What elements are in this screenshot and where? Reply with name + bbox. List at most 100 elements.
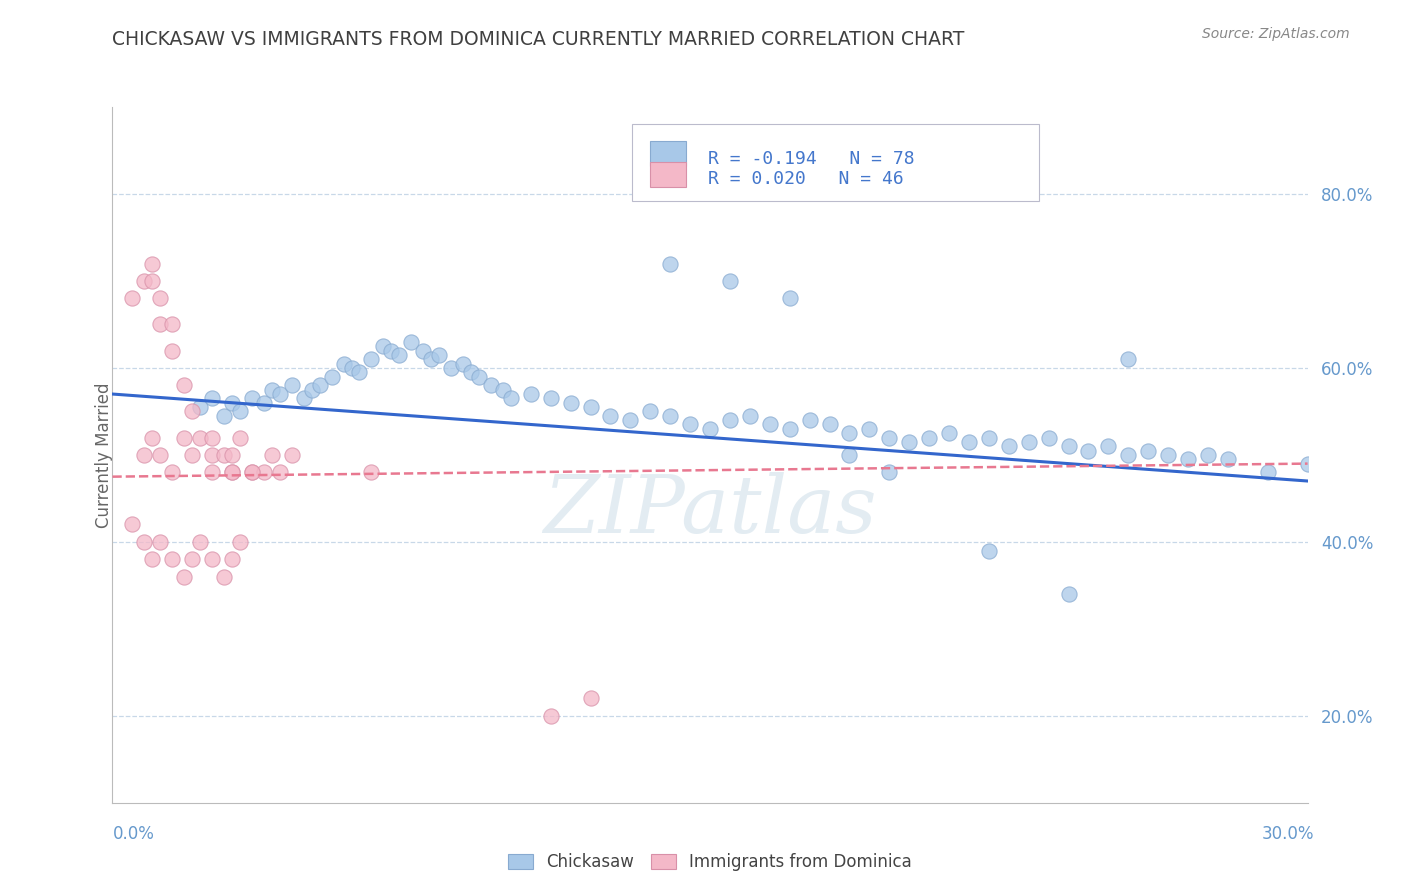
Point: [451, 357, 474, 371]
Point: [440, 360, 463, 375]
Point: [253, 395, 276, 409]
Point: [173, 430, 195, 444]
Point: [957, 434, 980, 449]
Point: [380, 343, 402, 358]
Point: [877, 430, 900, 444]
Point: [221, 448, 243, 462]
Point: [1116, 352, 1139, 367]
Point: [340, 360, 363, 375]
Point: [360, 466, 382, 480]
Point: [898, 434, 921, 449]
Point: [499, 392, 522, 406]
Point: [229, 404, 252, 418]
Point: [998, 439, 1021, 453]
FancyBboxPatch shape: [633, 124, 1039, 201]
Point: [149, 291, 172, 305]
Point: [1038, 430, 1060, 444]
Point: [977, 543, 1000, 558]
Point: [1097, 439, 1119, 453]
Point: [149, 448, 172, 462]
Point: [240, 466, 263, 480]
Point: [201, 552, 224, 566]
Point: [281, 378, 304, 392]
Point: [173, 378, 195, 392]
Point: [121, 517, 143, 532]
Point: [1116, 448, 1139, 462]
Point: [141, 430, 163, 444]
Point: [858, 422, 880, 436]
Point: [918, 430, 941, 444]
Point: [1177, 452, 1199, 467]
Point: [162, 343, 183, 358]
Point: [1296, 457, 1319, 471]
Point: [938, 426, 960, 441]
Point: [134, 448, 156, 462]
Point: [877, 466, 900, 480]
Point: [373, 339, 395, 353]
Point: [977, 430, 1000, 444]
Y-axis label: Currently Married: Currently Married: [96, 382, 112, 528]
Text: CHICKASAW VS IMMIGRANTS FROM DOMINICA CURRENTLY MARRIED CORRELATION CHART: CHICKASAW VS IMMIGRANTS FROM DOMINICA CU…: [112, 30, 965, 49]
Point: [1057, 587, 1080, 601]
Text: 0.0%: 0.0%: [112, 825, 155, 843]
Point: [141, 552, 163, 566]
Point: [779, 291, 801, 305]
Point: [162, 552, 183, 566]
Point: [221, 395, 243, 409]
Legend: Chickasaw, Immigrants from Dominica: Chickasaw, Immigrants from Dominica: [502, 847, 918, 878]
Point: [221, 552, 243, 566]
Point: [321, 369, 343, 384]
Point: [349, 365, 371, 379]
Point: [838, 448, 860, 462]
Point: [229, 534, 252, 549]
Point: [759, 417, 782, 432]
Point: [659, 257, 682, 271]
Point: [1157, 448, 1180, 462]
Point: [1257, 466, 1279, 480]
Point: [579, 400, 602, 414]
Point: [173, 570, 195, 584]
Point: [141, 274, 163, 288]
Point: [619, 413, 641, 427]
Point: [1137, 443, 1160, 458]
Point: [149, 318, 172, 332]
Point: [134, 274, 156, 288]
Point: [260, 448, 283, 462]
Point: [718, 274, 741, 288]
Point: [468, 369, 491, 384]
Point: [253, 466, 276, 480]
FancyBboxPatch shape: [650, 162, 686, 187]
Point: [540, 708, 562, 723]
Point: [332, 357, 354, 371]
Point: [134, 534, 156, 549]
Text: R = -0.194   N = 78: R = -0.194 N = 78: [707, 150, 914, 168]
Point: [1216, 452, 1239, 467]
Point: [838, 426, 860, 441]
Point: [281, 448, 304, 462]
Point: [308, 378, 330, 392]
Point: [181, 448, 204, 462]
Point: [718, 413, 741, 427]
Point: [240, 466, 263, 480]
Point: [181, 552, 204, 566]
Point: [599, 409, 621, 423]
Point: [460, 365, 482, 379]
Point: [212, 448, 235, 462]
Point: [412, 343, 434, 358]
Point: [779, 422, 801, 436]
FancyBboxPatch shape: [650, 141, 686, 166]
Point: [1018, 434, 1040, 449]
Point: [201, 448, 224, 462]
Point: [479, 378, 502, 392]
Point: [799, 413, 821, 427]
Point: [679, 417, 702, 432]
Point: [540, 392, 562, 406]
Point: [201, 430, 224, 444]
Text: 30.0%: 30.0%: [1263, 825, 1315, 843]
Point: [201, 466, 224, 480]
Point: [659, 409, 682, 423]
Point: [149, 534, 172, 549]
Point: [188, 534, 211, 549]
Point: [1077, 443, 1099, 458]
Point: [1057, 439, 1080, 453]
